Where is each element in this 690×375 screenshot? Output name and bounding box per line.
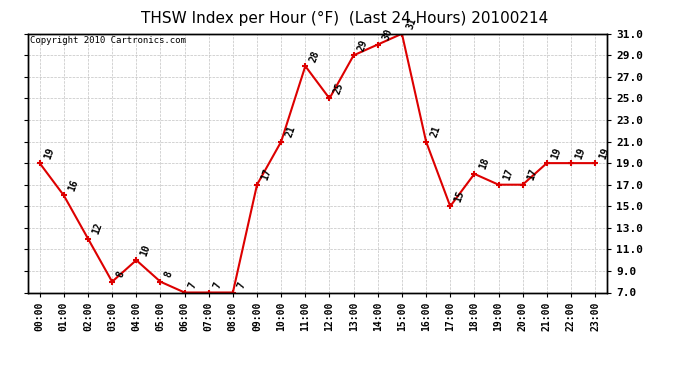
Text: THSW Index per Hour (°F)  (Last 24 Hours) 20100214: THSW Index per Hour (°F) (Last 24 Hours)…	[141, 11, 549, 26]
Text: 8: 8	[164, 270, 175, 279]
Text: 17: 17	[502, 168, 515, 182]
Text: 19: 19	[43, 146, 56, 160]
Text: 10: 10	[139, 243, 152, 257]
Text: Copyright 2010 Cartronics.com: Copyright 2010 Cartronics.com	[30, 36, 186, 45]
Text: 28: 28	[308, 49, 322, 63]
Text: 25: 25	[333, 81, 346, 96]
Text: 19: 19	[550, 146, 563, 160]
Text: 21: 21	[284, 124, 297, 139]
Text: 17: 17	[526, 168, 539, 182]
Text: 30: 30	[381, 27, 394, 42]
Text: 7: 7	[188, 281, 199, 290]
Text: 16: 16	[67, 178, 80, 193]
Text: 18: 18	[477, 157, 491, 171]
Text: 19: 19	[574, 146, 587, 160]
Text: 19: 19	[598, 146, 611, 160]
Text: 12: 12	[91, 221, 104, 236]
Text: 8: 8	[115, 270, 126, 279]
Text: 7: 7	[236, 281, 247, 290]
Text: 17: 17	[260, 168, 273, 182]
Text: 15: 15	[453, 189, 466, 204]
Text: 7: 7	[212, 281, 223, 290]
Text: 21: 21	[429, 124, 442, 139]
Text: 29: 29	[357, 38, 370, 53]
Text: 31: 31	[405, 16, 418, 31]
